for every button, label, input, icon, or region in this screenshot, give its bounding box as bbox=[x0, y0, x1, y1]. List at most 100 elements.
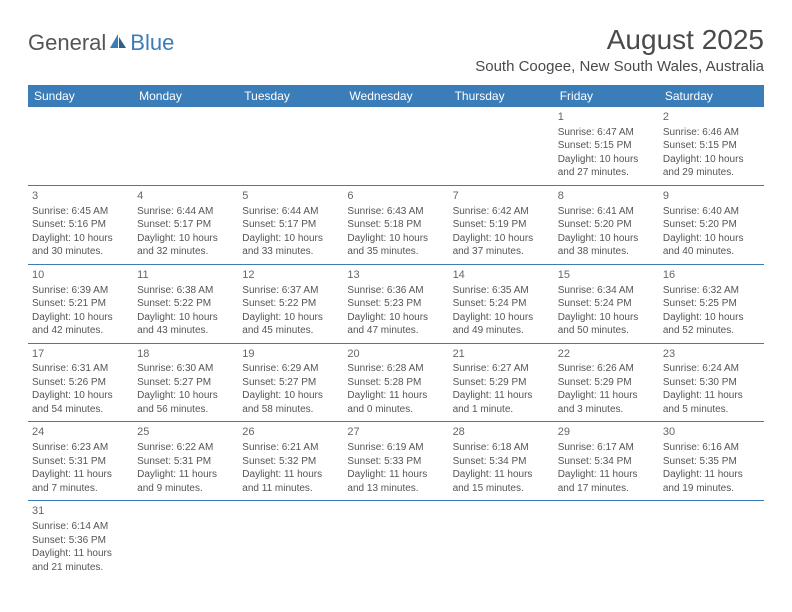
calendar-cell: 25Sunrise: 6:22 AMSunset: 5:31 PMDayligh… bbox=[133, 422, 238, 501]
daylight-text: Daylight: 11 hours bbox=[558, 468, 655, 482]
day-number: 14 bbox=[453, 268, 550, 283]
calendar-cell bbox=[133, 107, 238, 185]
location-text: South Coogee, New South Wales, Australia bbox=[475, 58, 764, 75]
day-number: 21 bbox=[453, 347, 550, 362]
sunset-text: Sunset: 5:17 PM bbox=[242, 218, 339, 232]
sunset-text: Sunset: 5:31 PM bbox=[137, 455, 234, 469]
calendar-table: Sunday Monday Tuesday Wednesday Thursday… bbox=[28, 85, 764, 579]
daylight-text: Daylight: 10 hours bbox=[32, 311, 129, 325]
daylight-text: and 47 minutes. bbox=[347, 324, 444, 338]
daylight-text: Daylight: 10 hours bbox=[347, 311, 444, 325]
calendar-cell: 23Sunrise: 6:24 AMSunset: 5:30 PMDayligh… bbox=[659, 343, 764, 422]
daylight-text: Daylight: 11 hours bbox=[453, 468, 550, 482]
daylight-text: Daylight: 10 hours bbox=[558, 311, 655, 325]
daylight-text: and 17 minutes. bbox=[558, 482, 655, 496]
daylight-text: Daylight: 11 hours bbox=[558, 389, 655, 403]
sunrise-text: Sunrise: 6:34 AM bbox=[558, 284, 655, 298]
sunset-text: Sunset: 5:15 PM bbox=[558, 139, 655, 153]
daylight-text: Daylight: 11 hours bbox=[32, 468, 129, 482]
daylight-text: and 43 minutes. bbox=[137, 324, 234, 338]
sunset-text: Sunset: 5:21 PM bbox=[32, 297, 129, 311]
calendar-cell: 8Sunrise: 6:41 AMSunset: 5:20 PMDaylight… bbox=[554, 185, 659, 264]
day-number: 30 bbox=[663, 425, 760, 440]
daylight-text: and 30 minutes. bbox=[32, 245, 129, 259]
daylight-text: and 50 minutes. bbox=[558, 324, 655, 338]
daylight-text: Daylight: 11 hours bbox=[663, 389, 760, 403]
sunset-text: Sunset: 5:22 PM bbox=[137, 297, 234, 311]
daylight-text: Daylight: 10 hours bbox=[242, 232, 339, 246]
daylight-text: and 27 minutes. bbox=[558, 166, 655, 180]
day-number: 18 bbox=[137, 347, 234, 362]
day-header: Thursday bbox=[449, 85, 554, 107]
calendar-cell: 7Sunrise: 6:42 AMSunset: 5:19 PMDaylight… bbox=[449, 185, 554, 264]
sunrise-text: Sunrise: 6:30 AM bbox=[137, 362, 234, 376]
daylight-text: and 54 minutes. bbox=[32, 403, 129, 417]
calendar-cell bbox=[238, 107, 343, 185]
sunset-text: Sunset: 5:32 PM bbox=[242, 455, 339, 469]
sunrise-text: Sunrise: 6:40 AM bbox=[663, 205, 760, 219]
calendar-cell: 30Sunrise: 6:16 AMSunset: 5:35 PMDayligh… bbox=[659, 422, 764, 501]
daylight-text: Daylight: 10 hours bbox=[32, 389, 129, 403]
calendar-row: 10Sunrise: 6:39 AMSunset: 5:21 PMDayligh… bbox=[28, 264, 764, 343]
daylight-text: and 3 minutes. bbox=[558, 403, 655, 417]
daylight-text: Daylight: 10 hours bbox=[663, 311, 760, 325]
daylight-text: Daylight: 11 hours bbox=[137, 468, 234, 482]
sail-icon bbox=[108, 30, 128, 56]
calendar-cell bbox=[449, 501, 554, 579]
calendar-cell: 4Sunrise: 6:44 AMSunset: 5:17 PMDaylight… bbox=[133, 185, 238, 264]
daylight-text: Daylight: 10 hours bbox=[453, 232, 550, 246]
sunset-text: Sunset: 5:34 PM bbox=[558, 455, 655, 469]
daylight-text: and 29 minutes. bbox=[663, 166, 760, 180]
daylight-text: Daylight: 10 hours bbox=[558, 153, 655, 167]
sunrise-text: Sunrise: 6:44 AM bbox=[137, 205, 234, 219]
daylight-text: Daylight: 10 hours bbox=[137, 232, 234, 246]
daylight-text: Daylight: 10 hours bbox=[242, 311, 339, 325]
sunset-text: Sunset: 5:24 PM bbox=[558, 297, 655, 311]
sunrise-text: Sunrise: 6:18 AM bbox=[453, 441, 550, 455]
sunset-text: Sunset: 5:23 PM bbox=[347, 297, 444, 311]
sunset-text: Sunset: 5:20 PM bbox=[558, 218, 655, 232]
header: General Blue August 2025 South Coogee, N… bbox=[28, 24, 764, 75]
calendar-row: 3Sunrise: 6:45 AMSunset: 5:16 PMDaylight… bbox=[28, 185, 764, 264]
sunset-text: Sunset: 5:30 PM bbox=[663, 376, 760, 390]
sunrise-text: Sunrise: 6:26 AM bbox=[558, 362, 655, 376]
day-number: 27 bbox=[347, 425, 444, 440]
calendar-cell: 28Sunrise: 6:18 AMSunset: 5:34 PMDayligh… bbox=[449, 422, 554, 501]
calendar-cell: 12Sunrise: 6:37 AMSunset: 5:22 PMDayligh… bbox=[238, 264, 343, 343]
daylight-text: and 58 minutes. bbox=[242, 403, 339, 417]
sunrise-text: Sunrise: 6:36 AM bbox=[347, 284, 444, 298]
day-number: 2 bbox=[663, 110, 760, 125]
sunrise-text: Sunrise: 6:45 AM bbox=[32, 205, 129, 219]
daylight-text: and 45 minutes. bbox=[242, 324, 339, 338]
day-number: 9 bbox=[663, 189, 760, 204]
day-number: 5 bbox=[242, 189, 339, 204]
day-number: 19 bbox=[242, 347, 339, 362]
sunrise-text: Sunrise: 6:23 AM bbox=[32, 441, 129, 455]
calendar-cell bbox=[554, 501, 659, 579]
day-number: 13 bbox=[347, 268, 444, 283]
daylight-text: Daylight: 11 hours bbox=[32, 547, 129, 561]
calendar-cell: 19Sunrise: 6:29 AMSunset: 5:27 PMDayligh… bbox=[238, 343, 343, 422]
sunrise-text: Sunrise: 6:17 AM bbox=[558, 441, 655, 455]
sunset-text: Sunset: 5:17 PM bbox=[137, 218, 234, 232]
calendar-cell bbox=[343, 501, 448, 579]
sunset-text: Sunset: 5:20 PM bbox=[663, 218, 760, 232]
sunrise-text: Sunrise: 6:47 AM bbox=[558, 126, 655, 140]
title-block: August 2025 South Coogee, New South Wale… bbox=[475, 24, 764, 75]
day-number: 6 bbox=[347, 189, 444, 204]
daylight-text: and 49 minutes. bbox=[453, 324, 550, 338]
sunrise-text: Sunrise: 6:19 AM bbox=[347, 441, 444, 455]
sunrise-text: Sunrise: 6:29 AM bbox=[242, 362, 339, 376]
sunrise-text: Sunrise: 6:46 AM bbox=[663, 126, 760, 140]
calendar-cell: 26Sunrise: 6:21 AMSunset: 5:32 PMDayligh… bbox=[238, 422, 343, 501]
daylight-text: Daylight: 10 hours bbox=[32, 232, 129, 246]
day-number: 24 bbox=[32, 425, 129, 440]
daylight-text: Daylight: 10 hours bbox=[558, 232, 655, 246]
sunrise-text: Sunrise: 6:22 AM bbox=[137, 441, 234, 455]
sunset-text: Sunset: 5:29 PM bbox=[558, 376, 655, 390]
day-number: 4 bbox=[137, 189, 234, 204]
day-number: 7 bbox=[453, 189, 550, 204]
day-number: 22 bbox=[558, 347, 655, 362]
day-header: Monday bbox=[133, 85, 238, 107]
sunset-text: Sunset: 5:18 PM bbox=[347, 218, 444, 232]
